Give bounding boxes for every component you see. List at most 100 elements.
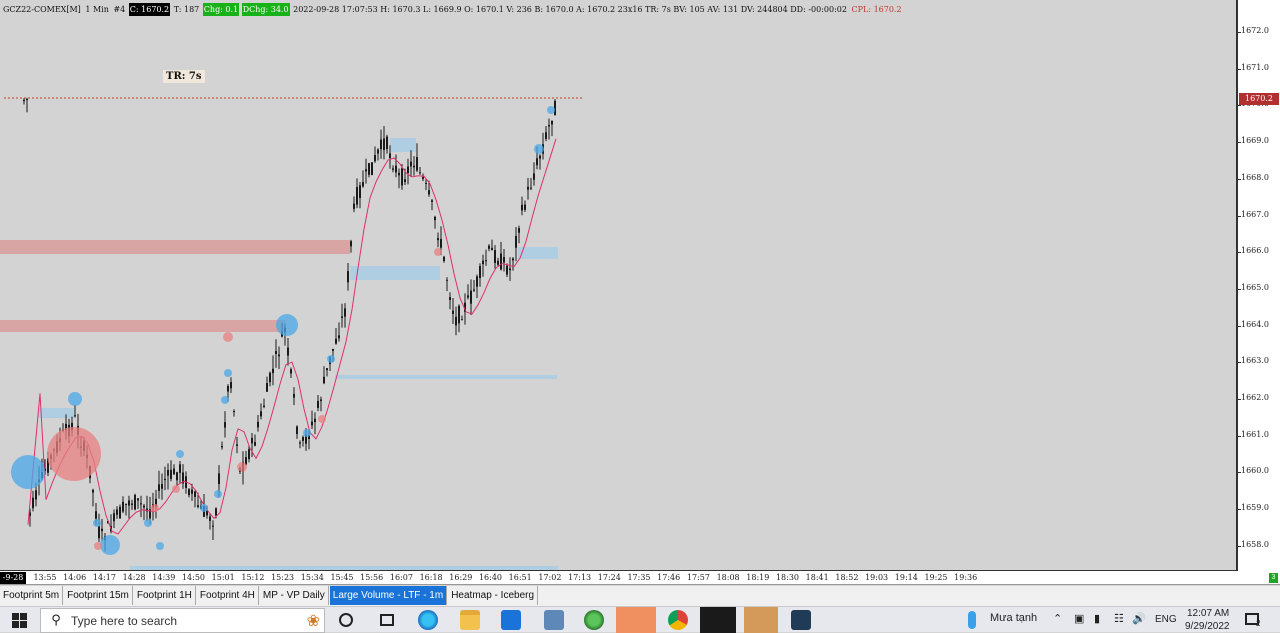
- price-tick-label: 1667.0: [1241, 209, 1269, 219]
- chrome-icon[interactable]: [668, 610, 688, 630]
- volume-bubble: [303, 429, 311, 437]
- candle-body: [197, 505, 199, 507]
- candle-body: [494, 250, 496, 264]
- candle-body: [326, 368, 328, 371]
- tab-heatmap-iceberg[interactable]: Heatmap - Iceberg: [448, 586, 539, 605]
- battery-icon[interactable]: ▮: [1094, 613, 1101, 625]
- info-bar: GCZ22-COMEX[M] 1 Min #4 C: 1670.2 T: 187…: [2, 3, 903, 16]
- candle-body: [491, 247, 493, 251]
- date-badge: -9-28: [0, 572, 26, 584]
- candle-body: [503, 257, 505, 263]
- candle-body: [275, 351, 277, 355]
- mail-icon[interactable]: [501, 610, 521, 630]
- edge-icon[interactable]: [418, 610, 438, 630]
- price-tick: [1238, 362, 1241, 364]
- candle-body: [461, 319, 463, 321]
- meet-icon[interactable]: ▣: [1074, 613, 1085, 625]
- app-red-icon[interactable]: [700, 607, 736, 633]
- device-icon[interactable]: [544, 610, 564, 630]
- candle-body: [215, 508, 217, 516]
- notifications-icon[interactable]: [1245, 613, 1259, 625]
- app-lol2-icon[interactable]: [791, 610, 811, 630]
- volume-icon[interactable]: 🔊: [1132, 613, 1146, 625]
- file-explorer-icon[interactable]: [460, 610, 480, 630]
- candle-body: [161, 484, 163, 489]
- tab-mp-vp-daily[interactable]: MP - VP Daily: [259, 586, 329, 605]
- candle-body: [335, 338, 337, 344]
- candle-body: [479, 266, 481, 279]
- candle-body: [107, 521, 109, 524]
- price-tick-label: 1664.0: [1241, 319, 1269, 329]
- candle-body: [260, 411, 262, 417]
- candle-body: [551, 120, 553, 125]
- buy-zone: [518, 247, 558, 259]
- chevron-up-icon[interactable]: ⌃: [1053, 613, 1063, 625]
- candle-body: [350, 241, 352, 247]
- telegram-icon[interactable]: [616, 607, 656, 633]
- ref-label: #4: [113, 5, 126, 14]
- volume-bubble: [94, 542, 102, 550]
- candle-body: [44, 468, 46, 471]
- workspace-tabs: Footprint 5m Footprint 15m Footprint 1H Foo…: [0, 586, 1280, 606]
- buy-zone: [335, 375, 557, 379]
- tab-large-volume-ltf-1m[interactable]: Large Volume - LTF - 1m: [329, 586, 448, 605]
- candle-body: [497, 260, 499, 265]
- weather-label[interactable]: Mưa tạnh: [990, 612, 1038, 624]
- time-tick-label: 19:36: [954, 573, 978, 582]
- price-tick: [1238, 142, 1241, 144]
- price-chart[interactable]: [0, 0, 1237, 571]
- corner-indicator[interactable]: 3: [1269, 573, 1278, 583]
- app-lol-icon[interactable]: [744, 607, 778, 633]
- time-tick-label: 17:57: [686, 573, 710, 582]
- price-tick: [1238, 288, 1241, 290]
- candle-body: [509, 268, 511, 271]
- tab-footprint-1h[interactable]: Footprint 1H: [133, 586, 196, 605]
- candle-body: [296, 426, 298, 434]
- candle-body: [362, 182, 364, 187]
- weather-icon[interactable]: [968, 611, 976, 629]
- tab-footprint-15m[interactable]: Footprint 15m: [64, 586, 133, 605]
- price-tick-label: 1663.0: [1241, 356, 1269, 366]
- time-axis[interactable]: 13:55 14:06 14:17 14:28 14:39 14:50 15:01 15:12…: [0, 571, 1280, 585]
- price-tick: [1238, 178, 1241, 180]
- candle-body: [467, 295, 469, 298]
- cortana-icon[interactable]: [339, 613, 353, 627]
- price-axis[interactable]: 1672.01671.01670.01669.01668.01667.01666…: [1237, 0, 1280, 571]
- candle-body: [464, 302, 466, 312]
- tab-footprint-4h[interactable]: Footprint 4H: [196, 586, 259, 605]
- candle-body: [143, 505, 145, 508]
- volume-bubble: [434, 248, 442, 256]
- candle-body: [191, 489, 193, 494]
- globe-icon[interactable]: [584, 610, 604, 630]
- candle-body: [131, 503, 133, 505]
- network-icon[interactable]: ☷: [1114, 613, 1124, 625]
- candle-body: [302, 437, 304, 441]
- candle-body: [545, 132, 547, 139]
- time-tick-label: 15:12: [241, 573, 265, 582]
- candle-body: [395, 165, 397, 173]
- windows-start-icon[interactable]: [12, 613, 27, 628]
- clock-time[interactable]: 12:07 AM: [1187, 608, 1230, 619]
- candle-body: [443, 256, 445, 262]
- search-box[interactable]: ⚲ Type here to search ❀: [40, 608, 325, 633]
- chart-area[interactable]: GCZ22-COMEX[M] 1 Min #4 C: 1670.2 T: 187…: [0, 0, 1237, 571]
- candle-body: [278, 354, 280, 357]
- interval-label: 1 Min: [85, 5, 109, 14]
- time-tick-label: 16:07: [389, 573, 413, 582]
- candle-body: [308, 435, 310, 440]
- volume-bubble: [237, 462, 247, 472]
- candle-body: [341, 316, 343, 318]
- clock-date[interactable]: 9/29/2022: [1185, 621, 1230, 632]
- candle-body: [92, 489, 94, 493]
- candle-body: [248, 449, 250, 459]
- candle-body: [446, 279, 448, 281]
- candle-body: [134, 494, 136, 510]
- candle-body: [266, 383, 268, 392]
- language-label[interactable]: ENG: [1155, 614, 1177, 625]
- candle-body: [344, 308, 346, 317]
- candle-body: [209, 516, 211, 521]
- candle-body: [251, 437, 253, 444]
- volume-bubble: [144, 519, 152, 527]
- tab-footprint-5m[interactable]: Footprint 5m: [0, 586, 64, 605]
- task-view-icon[interactable]: [380, 614, 394, 626]
